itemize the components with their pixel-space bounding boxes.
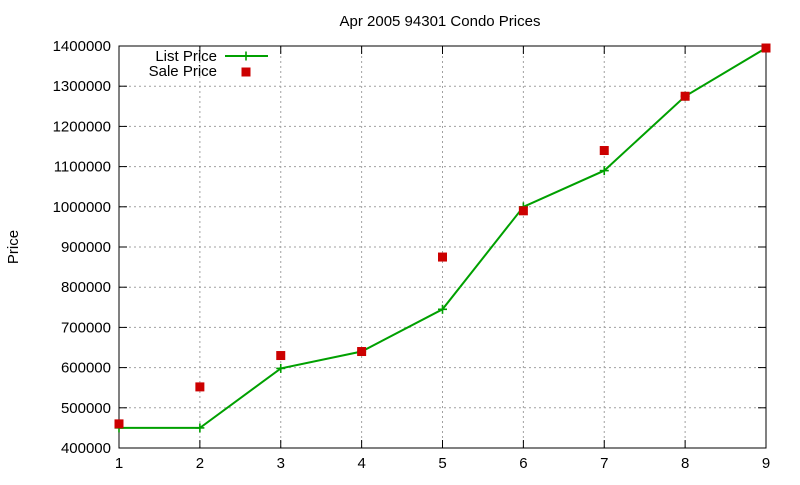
x-tick-label: 4 <box>357 455 365 472</box>
y-tick-label: 700000 <box>61 319 111 336</box>
y-tick-label: 1400000 <box>53 38 111 55</box>
legend-label-list-price: List Price <box>155 48 217 65</box>
x-tick-label: 5 <box>438 455 446 472</box>
y-tick-label: 1000000 <box>53 199 111 216</box>
chart-title: Apr 2005 94301 Condo Prices <box>340 13 541 30</box>
x-tick-label: 2 <box>196 455 204 472</box>
sale-price-point <box>276 351 286 361</box>
y-axis-label: Price <box>5 230 22 264</box>
sale-price-point <box>518 206 528 216</box>
list-price-point <box>195 423 205 433</box>
list-price-point <box>276 363 286 373</box>
sale-price-point <box>114 419 124 429</box>
legend-marker-list-price <box>241 51 251 61</box>
x-tick-label: 8 <box>681 455 689 472</box>
grid <box>119 46 766 448</box>
sale-price-point <box>599 146 609 156</box>
series <box>114 43 771 433</box>
x-tick-label: 6 <box>519 455 527 472</box>
sale-price-point <box>195 382 205 392</box>
x-tick-label: 1 <box>115 455 123 472</box>
x-tick-label: 9 <box>762 455 770 472</box>
list-price-point <box>438 304 447 314</box>
sale-price-point <box>761 43 771 53</box>
y-tick-label: 400000 <box>61 440 111 457</box>
y-tick-label: 500000 <box>61 400 111 417</box>
x-tick-label: 7 <box>600 455 608 472</box>
list-price-point <box>599 166 609 176</box>
x-tick-label: 3 <box>277 455 285 472</box>
y-tick-label: 800000 <box>61 279 111 296</box>
sale-price-point <box>438 252 447 262</box>
y-tick-label: 1200000 <box>53 118 111 135</box>
y-tick-label: 1300000 <box>53 78 111 95</box>
y-tick-label: 900000 <box>61 239 111 256</box>
sale-price-point <box>357 347 367 357</box>
axes: 400000 500000 600000 700000 800000 900000 1000… <box>53 38 771 472</box>
sale-price-point <box>680 91 690 101</box>
y-tick-label: 600000 <box>61 360 111 377</box>
legend-label-sale-price: Sale Price <box>149 63 217 80</box>
legend-swatch-sale-price <box>241 67 251 77</box>
y-tick-label: 1100000 <box>54 159 111 176</box>
